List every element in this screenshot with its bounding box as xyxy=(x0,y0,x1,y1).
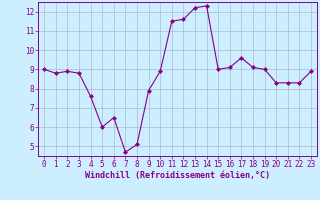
X-axis label: Windchill (Refroidissement éolien,°C): Windchill (Refroidissement éolien,°C) xyxy=(85,171,270,180)
